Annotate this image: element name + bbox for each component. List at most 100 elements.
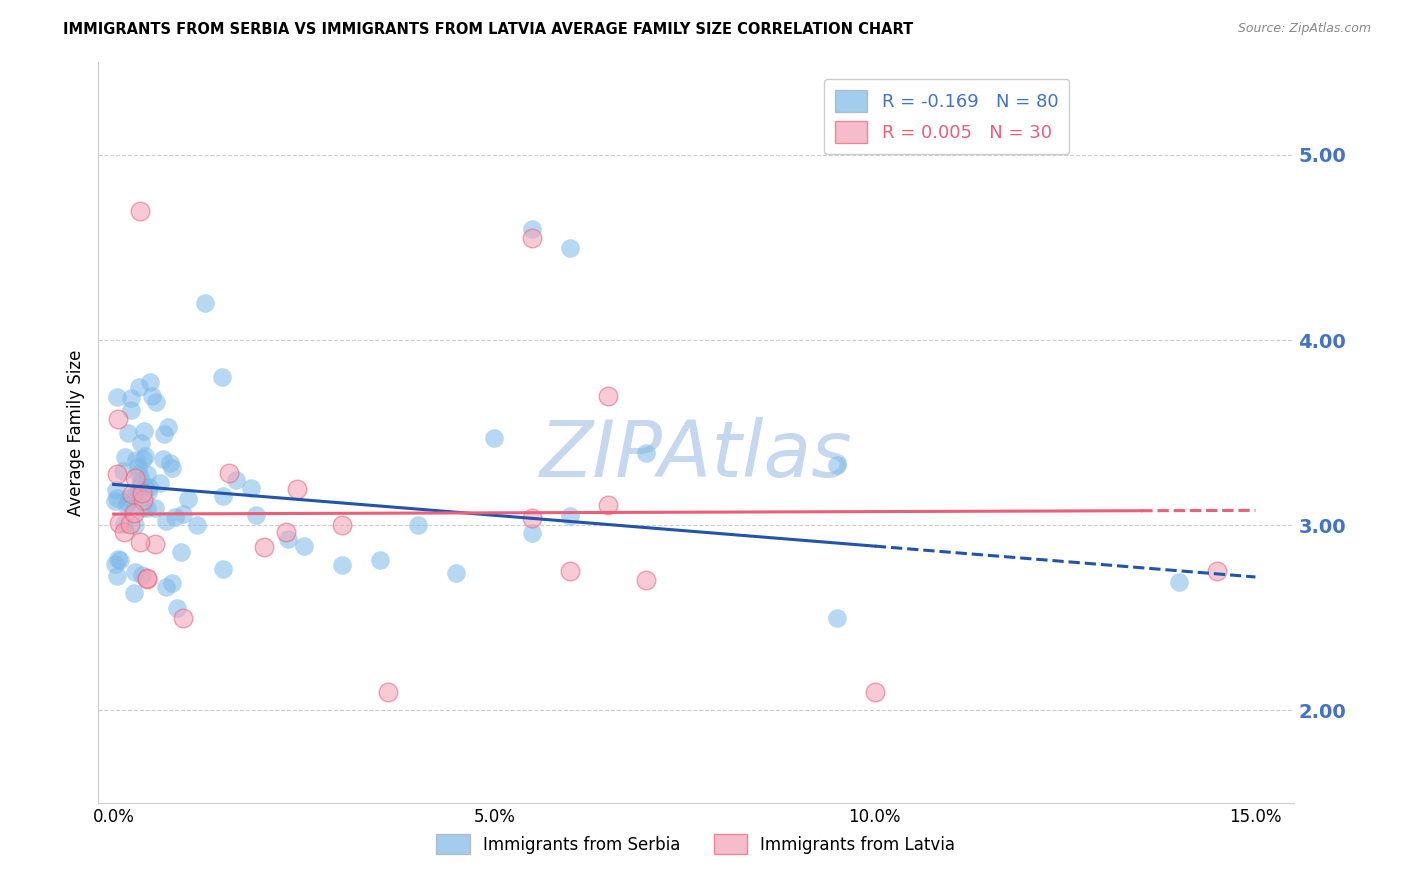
Point xyxy=(368,553,391,567)
Point xyxy=(484,431,506,445)
Point xyxy=(131,501,153,516)
Point xyxy=(136,467,159,481)
Point xyxy=(330,558,353,572)
Point xyxy=(160,575,183,590)
Point xyxy=(863,685,886,699)
Point xyxy=(277,533,299,547)
Point xyxy=(165,509,187,524)
Point xyxy=(239,481,262,495)
Point xyxy=(107,412,129,426)
Point xyxy=(162,461,184,475)
Point xyxy=(124,453,146,467)
Point xyxy=(155,514,177,528)
Point xyxy=(522,222,544,236)
Point xyxy=(225,473,247,487)
Point xyxy=(636,573,658,587)
Point xyxy=(444,566,467,581)
Point xyxy=(136,485,159,500)
Point xyxy=(145,395,167,409)
Point xyxy=(136,572,159,586)
Point xyxy=(166,601,188,615)
Point xyxy=(124,565,146,579)
Point xyxy=(128,380,150,394)
Point xyxy=(120,516,142,531)
Point xyxy=(112,516,135,531)
Point xyxy=(211,369,233,384)
Point xyxy=(124,586,146,600)
Point xyxy=(134,425,156,439)
Point xyxy=(143,500,166,515)
Point xyxy=(636,446,658,460)
Point xyxy=(105,483,128,497)
Point xyxy=(104,557,127,571)
Point xyxy=(253,540,276,554)
Point xyxy=(522,526,544,541)
Point xyxy=(598,498,620,512)
Point xyxy=(117,496,139,510)
Point xyxy=(127,486,149,500)
Y-axis label: Average Family Size: Average Family Size xyxy=(66,350,84,516)
Point xyxy=(120,391,142,405)
Point xyxy=(107,552,129,566)
Point xyxy=(825,610,848,624)
Point xyxy=(129,436,152,450)
Point xyxy=(152,452,174,467)
Point xyxy=(107,516,129,531)
Point xyxy=(136,501,159,516)
Point xyxy=(276,524,298,539)
Point xyxy=(129,535,152,549)
Point xyxy=(114,499,136,513)
Text: IMMIGRANTS FROM SERBIA VS IMMIGRANTS FROM LATVIA AVERAGE FAMILY SIZE CORRELATION: IMMIGRANTS FROM SERBIA VS IMMIGRANTS FRO… xyxy=(63,22,914,37)
Point xyxy=(131,568,153,582)
Point xyxy=(212,489,235,503)
Point xyxy=(114,450,136,464)
Point xyxy=(134,449,156,463)
Text: Source: ZipAtlas.com: Source: ZipAtlas.com xyxy=(1237,22,1371,36)
Point xyxy=(134,480,156,494)
Point xyxy=(1206,565,1229,579)
Point xyxy=(172,611,194,625)
Point xyxy=(825,458,848,472)
Point xyxy=(132,493,155,508)
Point xyxy=(120,403,142,417)
Point xyxy=(522,231,544,245)
Point xyxy=(117,425,139,440)
Point xyxy=(1168,574,1191,589)
Point xyxy=(132,452,155,467)
Point xyxy=(406,517,429,532)
Point xyxy=(122,488,145,502)
Point xyxy=(560,508,582,523)
Point xyxy=(121,487,143,501)
Point xyxy=(169,545,191,559)
Point xyxy=(245,508,267,522)
Point xyxy=(129,478,152,492)
Point xyxy=(172,507,194,521)
Point xyxy=(111,464,134,478)
Point xyxy=(118,491,141,506)
Point xyxy=(105,491,128,506)
Legend: Immigrants from Serbia, Immigrants from Latvia: Immigrants from Serbia, Immigrants from … xyxy=(430,828,962,861)
Point xyxy=(218,466,240,480)
Point xyxy=(212,562,235,576)
Point xyxy=(159,456,181,470)
Point xyxy=(330,518,353,533)
Point xyxy=(127,459,149,474)
Point xyxy=(108,553,131,567)
Point xyxy=(143,536,166,550)
Point xyxy=(129,473,152,487)
Point xyxy=(139,376,162,390)
Point xyxy=(105,390,128,404)
Point xyxy=(560,564,582,578)
Point xyxy=(377,685,399,699)
Point xyxy=(598,388,620,402)
Point xyxy=(155,581,177,595)
Point xyxy=(128,467,150,482)
Text: ZIPAtlas: ZIPAtlas xyxy=(540,417,852,493)
Point xyxy=(135,571,157,585)
Point xyxy=(107,467,129,481)
Point xyxy=(131,486,153,500)
Point xyxy=(124,471,146,485)
Point xyxy=(124,518,146,533)
Point xyxy=(114,525,136,540)
Point xyxy=(560,240,582,254)
